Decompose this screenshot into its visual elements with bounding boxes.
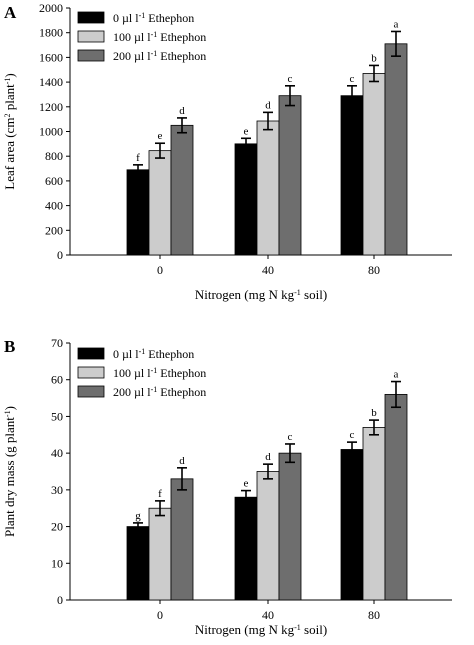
bar — [384, 393, 408, 601]
bar — [234, 496, 258, 601]
legend-swatch — [77, 30, 105, 43]
y-tick-label: 0 — [57, 248, 63, 262]
bar — [362, 427, 386, 601]
y-tick-label: 70 — [51, 336, 63, 350]
x-tick-label: 0 — [157, 608, 163, 622]
bar — [170, 124, 194, 256]
significance-letter: d — [179, 455, 185, 467]
y-tick-label: 1400 — [39, 75, 63, 89]
significance-letter: d — [265, 451, 271, 463]
legend-label: 0 µl l-1 Ethephon — [113, 347, 194, 362]
significance-letter: e — [244, 478, 249, 490]
significance-letter: d — [179, 105, 185, 117]
x-tick-label: 80 — [368, 263, 380, 277]
significance-letter: b — [371, 52, 377, 64]
legend-swatch — [77, 347, 105, 360]
x-axis-title: Nitrogen (mg N kg-1 soil) — [195, 622, 327, 637]
bar — [126, 526, 150, 601]
y-tick-label: 200 — [45, 223, 63, 237]
significance-letter: f — [158, 488, 162, 500]
significance-letter: b — [371, 407, 377, 419]
bar — [340, 449, 364, 601]
y-tick-label: 0 — [57, 593, 63, 607]
x-axis-title: Nitrogen (mg N kg-1 soil) — [195, 287, 327, 302]
y-tick-label: 1600 — [39, 50, 63, 64]
y-axis-title: Plant dry mass (g plant-1) — [2, 406, 17, 537]
bar — [148, 150, 172, 256]
legend-swatch — [77, 385, 105, 398]
bar — [278, 95, 302, 256]
legend-swatch — [77, 11, 105, 24]
bar — [340, 95, 364, 256]
significance-letter: a — [394, 369, 399, 381]
y-tick-label: 20 — [51, 520, 63, 534]
bar — [362, 73, 386, 256]
significance-letter: f — [136, 152, 140, 164]
significance-letter: g — [135, 510, 141, 522]
significance-letter: c — [350, 429, 355, 441]
x-tick-label: 80 — [368, 608, 380, 622]
legend-label: 200 µl l-1 Ethephon — [113, 49, 206, 64]
y-tick-label: 50 — [51, 409, 63, 423]
y-tick-label: 600 — [45, 174, 63, 188]
chart-panel-B: B 0 10 20 30 40 50 60 70 0 40 80 g e c f d b d c a 0 µl l-1 E… — [2, 336, 452, 637]
bar — [234, 143, 258, 256]
panel-label: B — [4, 337, 15, 356]
y-tick-label: 800 — [45, 149, 63, 163]
bar — [126, 169, 150, 256]
bar — [170, 478, 194, 601]
y-tick-label: 400 — [45, 199, 63, 213]
bar — [384, 43, 408, 256]
y-tick-label: 1800 — [39, 26, 63, 40]
legend-label: 0 µl l-1 Ethephon — [113, 11, 194, 26]
bar — [256, 120, 280, 256]
y-tick-label: 1200 — [39, 100, 63, 114]
x-tick-label: 0 — [157, 263, 163, 277]
panel-label: A — [4, 3, 17, 22]
y-tick-label: 2000 — [39, 1, 63, 15]
y-tick-label: 40 — [51, 446, 63, 460]
significance-letter: e — [158, 130, 163, 142]
chart-panel-A: A 0 200 400 600 800 1000 1200 1400 1600 1800 2000 0 4… — [2, 1, 452, 302]
bar — [256, 471, 280, 601]
x-tick-label: 40 — [262, 608, 274, 622]
significance-letter: a — [394, 18, 399, 30]
significance-letter: c — [288, 431, 293, 443]
significance-letter: c — [288, 73, 293, 85]
legend-label: 100 µl l-1 Ethephon — [113, 366, 206, 381]
significance-letter: c — [350, 73, 355, 85]
legend-label: 100 µl l-1 Ethephon — [113, 30, 206, 45]
significance-letter: e — [244, 125, 249, 137]
bar — [148, 507, 172, 601]
y-tick-label: 60 — [51, 373, 63, 387]
y-tick-label: 30 — [51, 483, 63, 497]
y-tick-label: 1000 — [39, 125, 63, 139]
legend-swatch — [77, 366, 105, 379]
bar — [278, 452, 302, 601]
y-axis-title: Leaf area (cm2 plant-1) — [2, 73, 17, 189]
y-tick-label: 10 — [51, 556, 63, 570]
legend-swatch — [77, 49, 105, 62]
significance-letter: d — [265, 99, 271, 111]
x-tick-label: 40 — [262, 263, 274, 277]
legend-label: 200 µl l-1 Ethephon — [113, 385, 206, 400]
